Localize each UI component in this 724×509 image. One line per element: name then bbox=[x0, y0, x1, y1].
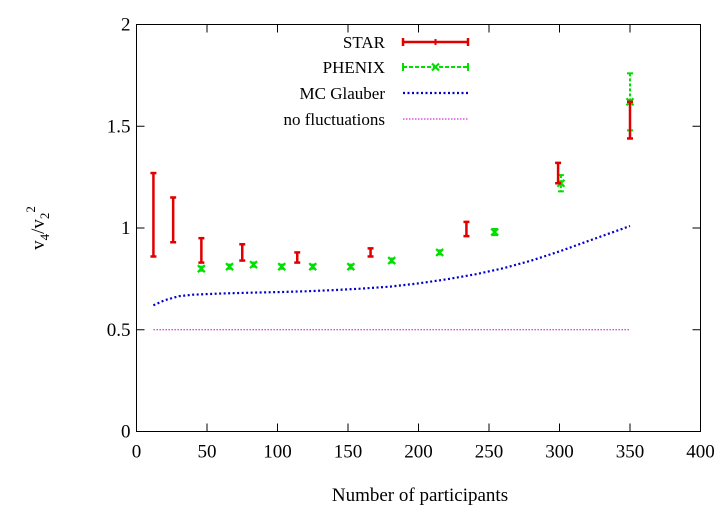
mc-glauber-curve bbox=[152, 224, 631, 307]
legend-label: STAR bbox=[343, 33, 386, 52]
phenix-marker bbox=[435, 248, 444, 257]
phenix-marker bbox=[197, 264, 206, 273]
legend-entry: STAR bbox=[343, 33, 470, 52]
data-marks bbox=[150, 72, 635, 331]
phenix-point bbox=[225, 262, 234, 271]
phenix-point bbox=[197, 264, 206, 273]
phenix-marker bbox=[249, 260, 258, 269]
x-tick-label: 150 bbox=[334, 442, 363, 463]
phenix-point bbox=[387, 256, 396, 265]
x-tick-label: 300 bbox=[545, 442, 574, 463]
star-error-bar bbox=[555, 161, 562, 185]
star-error-bar bbox=[170, 196, 177, 244]
x-tick-label: 250 bbox=[475, 442, 504, 463]
x-tick-label: 100 bbox=[263, 442, 292, 463]
legend-entry: PHENIX bbox=[323, 58, 469, 77]
legend-label: MC Glauber bbox=[300, 84, 386, 103]
star-error-bar bbox=[150, 171, 157, 258]
star-error-bar bbox=[627, 100, 633, 140]
x-tick-label: 350 bbox=[616, 442, 645, 463]
star-error-bar bbox=[294, 251, 301, 264]
star-error-bar bbox=[367, 247, 374, 258]
x-tick-label: 0 bbox=[132, 442, 142, 463]
legend: STAR PHENIX MC Glauber no fluctuations bbox=[283, 33, 470, 129]
phenix-point bbox=[249, 260, 258, 269]
phenix-point bbox=[308, 262, 318, 271]
y-tick-label: 0.5 bbox=[107, 320, 131, 341]
star-error-bar bbox=[198, 236, 205, 264]
phenix-marker bbox=[490, 227, 499, 237]
legend-entry: MC Glauber bbox=[300, 84, 468, 103]
phenix-marker bbox=[387, 256, 396, 265]
x-axis-label: Number of participants bbox=[332, 485, 508, 506]
star-error-bar bbox=[239, 243, 246, 262]
y-tick-label: 2 bbox=[121, 15, 131, 36]
legend-label: PHENIX bbox=[323, 58, 385, 77]
x-tick-label: 400 bbox=[686, 442, 715, 463]
phenix-marker bbox=[308, 262, 318, 271]
axes: 0 50 100 150 200 250 300 350 400 0 0.5 1 1.5 2 bbox=[107, 15, 715, 463]
phenix-point bbox=[277, 262, 287, 271]
y-axis-label: v4/v22 bbox=[23, 206, 52, 250]
phenix-point bbox=[490, 227, 499, 237]
legend-label: no fluctuations bbox=[283, 110, 385, 129]
star-error-bar bbox=[463, 220, 470, 238]
plot-frame bbox=[136, 24, 701, 432]
x-tick-label: 50 bbox=[198, 442, 217, 463]
y-tick-label: 0 bbox=[121, 422, 131, 443]
y-tick-label: 1.5 bbox=[107, 116, 131, 137]
phenix-point bbox=[346, 262, 356, 271]
phenix-marker bbox=[277, 262, 287, 271]
legend-entry: no fluctuations bbox=[283, 110, 468, 129]
x-tick-label: 200 bbox=[404, 442, 433, 463]
phenix-marker bbox=[346, 262, 356, 271]
y-tick-label: 1 bbox=[121, 218, 131, 239]
phenix-point bbox=[435, 248, 444, 257]
legend-marker bbox=[431, 62, 440, 72]
phenix-marker bbox=[225, 262, 234, 271]
